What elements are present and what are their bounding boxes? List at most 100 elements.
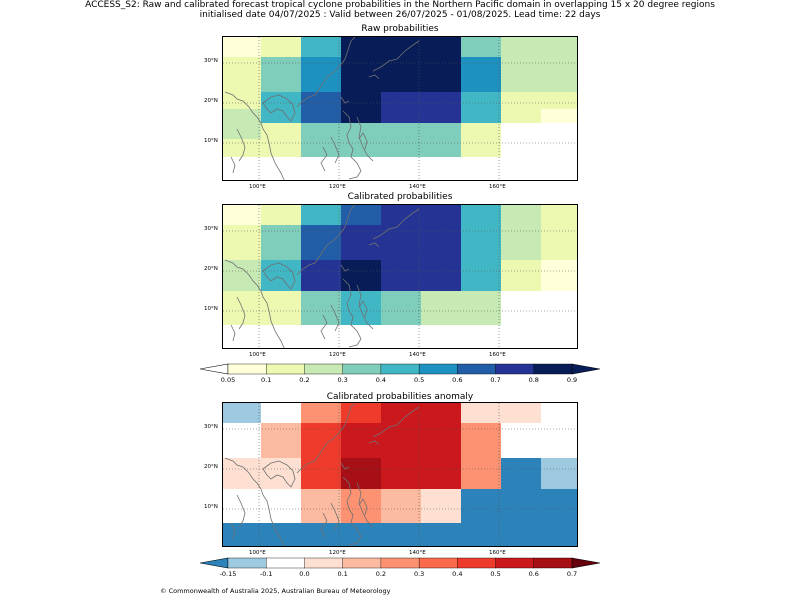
grid-cell <box>381 92 422 110</box>
grid-cell <box>381 243 422 261</box>
grid-cell <box>381 441 422 459</box>
grid-cell <box>501 523 542 539</box>
grid-cell <box>541 403 577 424</box>
grid-cell <box>301 277 342 292</box>
grid-cell <box>541 75 577 93</box>
grid-cell <box>223 505 262 524</box>
grid-cell <box>223 139 262 158</box>
grid-cell <box>541 340 577 348</box>
grid-cell <box>501 475 542 490</box>
grid-cell <box>501 505 542 524</box>
grid-cell <box>541 260 577 278</box>
grid-cell <box>501 260 542 278</box>
grid-cell <box>261 403 302 424</box>
grid-cell <box>541 291 577 308</box>
coastline <box>320 146 328 172</box>
coastline <box>236 296 246 330</box>
coastline <box>358 132 368 150</box>
coastline-layer <box>224 205 420 348</box>
grid-cell <box>541 325 577 341</box>
grid-cell <box>381 458 422 476</box>
grid-cell <box>501 123 542 140</box>
colorbar-swatch <box>495 363 535 375</box>
colorbar-tick-label: 0.1 <box>261 376 271 384</box>
grid-cell <box>261 307 302 326</box>
colorbar-swatch <box>342 557 382 569</box>
lat-tick-label: 20°N <box>204 266 218 272</box>
grid-cell <box>261 123 302 140</box>
grid-cell <box>301 291 342 308</box>
grid-cell <box>381 57 422 76</box>
coastline <box>340 462 350 470</box>
grid-cell <box>341 260 382 278</box>
grid-cell <box>223 123 262 140</box>
grid-cell <box>261 92 302 110</box>
raw-probabilities-map <box>222 36 578 181</box>
grid-cell <box>381 523 422 539</box>
grid-cell <box>341 325 382 341</box>
grid-cell <box>541 307 577 326</box>
grid-cell <box>223 277 262 292</box>
grid-cell <box>501 458 542 476</box>
grid-cell <box>421 57 462 76</box>
coastline <box>296 37 356 108</box>
grid-cell <box>381 139 422 158</box>
colorbar-graphic: 0.05 0.1 0.2 0.3 0.4 0.5 0.6 0.7 0.8 0.9 <box>200 363 600 384</box>
grid-cell <box>501 441 542 459</box>
grid-cell <box>541 538 577 546</box>
colorbar-tick-label: 0.0 <box>299 570 309 578</box>
grid-cell <box>421 75 462 93</box>
graticule <box>223 205 577 348</box>
colorbar-swatch <box>533 557 573 569</box>
grid-cell <box>301 157 342 173</box>
grid-cell <box>541 157 577 173</box>
grid-cell <box>261 423 302 442</box>
grid-cell <box>341 57 382 76</box>
grid-cell <box>341 109 382 124</box>
grid-cell <box>461 139 502 158</box>
grid-cell <box>301 423 342 442</box>
grid-cell <box>541 109 577 124</box>
grid-cell <box>341 172 382 180</box>
grid-cell <box>301 139 342 158</box>
grid-cell <box>223 489 262 506</box>
grid-cell <box>381 538 422 546</box>
grid-cell <box>341 538 382 546</box>
lat-tick-label: 10°N <box>204 138 218 144</box>
grid-cell <box>461 277 502 292</box>
grid-cell <box>223 205 262 226</box>
lat-tick-label: 30°N <box>204 226 218 232</box>
grid-cell <box>223 325 262 341</box>
grid-cell <box>261 277 302 292</box>
grid-cell <box>421 475 462 490</box>
colorbar-swatch <box>418 363 458 375</box>
coastline <box>340 96 350 104</box>
coastline <box>236 128 246 162</box>
grid-cell <box>223 225 262 244</box>
grid-cell <box>301 205 342 226</box>
grid-cell <box>461 243 502 261</box>
grid-cell <box>421 523 462 539</box>
grid-cell <box>341 475 382 490</box>
grid-cell <box>421 441 462 459</box>
calibrated-probabilities-map <box>222 204 578 349</box>
grid-cell <box>223 75 262 93</box>
grid-cell <box>501 307 542 326</box>
grid-cell <box>421 123 462 140</box>
grid-cell <box>461 538 502 546</box>
grid-cell <box>501 538 542 546</box>
grid-cell <box>461 260 502 278</box>
coastline <box>356 116 374 162</box>
grid-cell <box>301 260 342 278</box>
grid-cell <box>501 403 542 424</box>
grid-cell <box>261 260 302 278</box>
grid-cell <box>341 340 382 348</box>
grid-cell <box>261 458 302 476</box>
grid-cell <box>421 92 462 110</box>
grid-cell <box>301 123 342 140</box>
grid-cell <box>501 109 542 124</box>
coastline <box>342 278 362 348</box>
colorbar-swatch <box>457 363 497 375</box>
colorbar-under-arrow <box>200 557 229 569</box>
grid-cell <box>341 205 382 226</box>
